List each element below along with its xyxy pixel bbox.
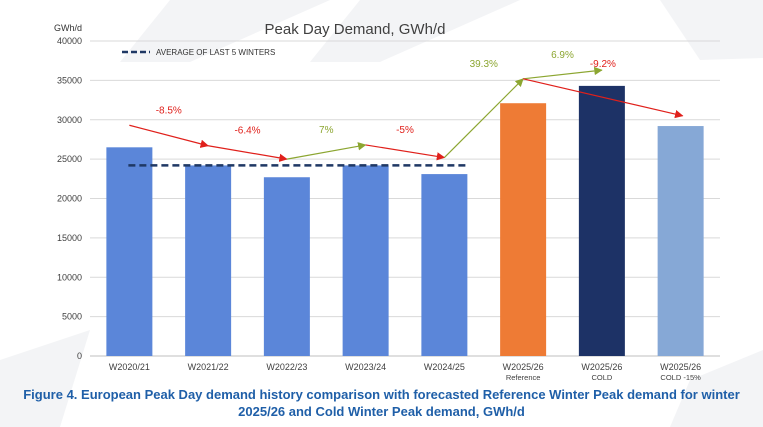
chart-title: Peak Day Demand, GWh/d <box>265 21 446 38</box>
bar <box>342 165 389 356</box>
gridlines <box>90 40 720 357</box>
y-tick-label: 15000 <box>57 233 82 243</box>
change-label: -6.4% <box>234 126 260 137</box>
y-tick-label: 20000 <box>57 194 82 204</box>
change-arrow <box>523 66 603 80</box>
x-tick-label: COLD <box>591 373 612 382</box>
y-tick-label: 40000 <box>57 36 82 46</box>
legend: AVERAGE OF LAST 5 WINTERS <box>122 48 275 57</box>
x-tick-label: COLD -15% <box>660 373 701 382</box>
y-axis-label: GWh/d <box>54 23 82 33</box>
bar <box>578 85 625 356</box>
y-tick-label: 30000 <box>57 115 82 125</box>
x-tick-label: W2022/23 <box>266 362 307 372</box>
peak-day-demand-chart: Peak Day Demand, GWh/d GWh/d 0 5000 10000 1… <box>54 21 720 382</box>
change-arrow <box>522 78 684 119</box>
y-tick-label: 5000 <box>62 312 82 322</box>
bar <box>421 174 468 356</box>
change-label: 39.3% <box>470 59 498 70</box>
figure-caption-line-1: Figure 4. European Peak Day demand histo… <box>23 387 740 402</box>
x-tick-label: W2020/21 <box>109 362 150 372</box>
y-tick-label: 25000 <box>57 154 82 164</box>
change-arrow <box>286 142 367 160</box>
y-axis-ticks: 0 5000 10000 15000 20000 25000 30000 35000 40000 <box>57 36 82 361</box>
y-tick-label: 10000 <box>57 272 82 282</box>
x-tick-label: W2025/26 <box>503 362 544 372</box>
bars <box>106 85 704 357</box>
change-label: -5% <box>396 125 414 136</box>
change-arrow <box>443 78 524 158</box>
change-arrow <box>365 144 446 161</box>
x-tick-label: Reference <box>506 373 541 382</box>
bar <box>657 126 704 356</box>
change-arrow <box>208 145 288 162</box>
change-label: -9.2% <box>590 59 616 70</box>
legend-average-label: AVERAGE OF LAST 5 WINTERS <box>156 48 275 57</box>
bar <box>263 177 310 356</box>
chart-area: Peak Day Demand, GWh/d GWh/d 0 5000 10000 1… <box>54 21 720 382</box>
bar <box>500 103 547 357</box>
bar <box>185 165 232 356</box>
x-tick-label: W2025/26 <box>660 362 701 372</box>
x-tick-label: W2025/26 <box>581 362 622 372</box>
figure-caption-line-2: 2025/26 and Cold Winter Peak demand, GWh… <box>238 404 525 419</box>
y-tick-label: 35000 <box>57 75 82 85</box>
change-label: 7% <box>319 125 334 136</box>
change-label: 6.9% <box>551 50 574 61</box>
change-arrow <box>129 124 209 148</box>
bar <box>106 147 153 356</box>
y-tick-label: 0 <box>77 351 82 361</box>
x-axis-labels: W2020/21 W2021/22 W2022/23 W2023/24 W2024/25… <box>109 362 701 382</box>
change-arrows: -8.5% -6.4% 7% -5% 39.3% 6.9% -9.2% <box>129 50 684 162</box>
figure-caption: Figure 4. European Peak Day demand histo… <box>0 386 763 420</box>
change-label: -8.5% <box>156 105 182 116</box>
x-tick-label: W2024/25 <box>424 362 465 372</box>
x-tick-label: W2021/22 <box>188 362 229 372</box>
x-tick-label: W2023/24 <box>345 362 386 372</box>
